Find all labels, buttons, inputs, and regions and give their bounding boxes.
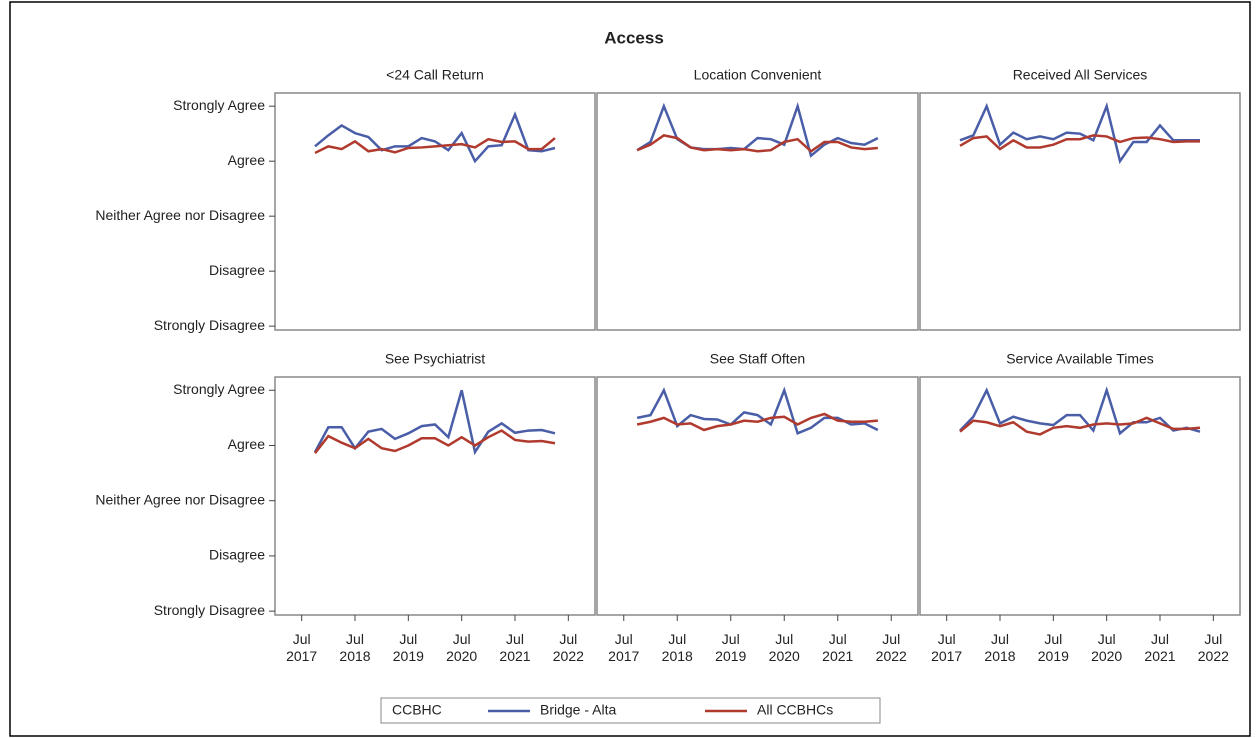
line: All CCBHCs bbox=[959, 134, 1200, 151]
x-tick-label: Jul 2021 bbox=[822, 631, 854, 664]
panel bbox=[919, 92, 1241, 331]
line: All CCBHCs bbox=[959, 416, 1201, 436]
y-tick-label: Disagree bbox=[209, 262, 265, 278]
line: Bridge - Alta bbox=[959, 102, 1200, 165]
x-tick-label: Jul 2019 bbox=[715, 631, 747, 664]
x-tick-label: Jul 2020 bbox=[768, 631, 800, 664]
panel bbox=[274, 92, 596, 331]
panel bbox=[596, 92, 919, 331]
line: All CCBHCs bbox=[636, 412, 878, 432]
legend-label: All CCBHCs bbox=[757, 702, 833, 718]
line: Bridge - Alta bbox=[636, 386, 879, 436]
x-tick-label: Jul 2021 bbox=[1144, 631, 1176, 664]
y-tick-label: Agree bbox=[228, 436, 266, 452]
x-tick-label: Jul 2021 bbox=[499, 631, 531, 664]
x-tick-label: Jul 2018 bbox=[984, 631, 1016, 664]
y-tick-label: Strongly Agree bbox=[173, 97, 265, 113]
line: Bridge - Alta bbox=[313, 389, 556, 456]
x-tick-label: Jul 2017 bbox=[931, 631, 963, 664]
y-tick-label: Strongly Disagree bbox=[154, 602, 265, 618]
legend-label: Bridge - Alta bbox=[540, 702, 616, 718]
panel bbox=[596, 376, 919, 616]
panel bbox=[919, 376, 1241, 616]
panel bbox=[274, 376, 596, 616]
frame bbox=[9, 1, 1251, 737]
x-tick-label: Jul 2019 bbox=[1037, 631, 1069, 664]
y-tick-label: Neither Agree nor Disagree bbox=[95, 207, 265, 223]
line: Bridge - Alta bbox=[959, 386, 1201, 436]
line: All CCBHCs bbox=[314, 137, 556, 155]
y-tick-label: Disagree bbox=[209, 547, 265, 563]
x-tick-label: Jul 2017 bbox=[286, 631, 318, 664]
y-tick-label: Agree bbox=[228, 152, 266, 168]
line: All CCBHCs bbox=[636, 134, 878, 153]
x-tick-label: Jul 2022 bbox=[552, 631, 584, 664]
panel-title: Service Available Times bbox=[1006, 351, 1154, 367]
chart-title: Access bbox=[604, 28, 664, 47]
panel-title: Location Convenient bbox=[694, 67, 822, 83]
panel-title: Received All Services bbox=[1013, 67, 1148, 83]
x-tick-label: Jul 2022 bbox=[1197, 631, 1229, 664]
line: All CCBHCs bbox=[314, 429, 556, 454]
y-tick-label: Neither Agree nor Disagree bbox=[95, 491, 265, 507]
x-tick-label: Jul 2018 bbox=[339, 631, 371, 664]
y-tick-label: Strongly Agree bbox=[173, 381, 265, 397]
x-tick-label: Jul 2022 bbox=[875, 631, 907, 664]
panel-title: See Psychiatrist bbox=[385, 351, 485, 367]
panel-title: See Staff Often bbox=[710, 351, 805, 367]
x-tick-label: Jul 2018 bbox=[661, 631, 693, 664]
x-tick-label: Jul 2019 bbox=[392, 631, 424, 664]
panel-title: <24 Call Return bbox=[386, 67, 484, 83]
x-tick-label: Jul 2020 bbox=[446, 631, 478, 664]
legend-box bbox=[380, 697, 881, 724]
line: Bridge - Alta bbox=[314, 111, 556, 164]
x-tick-label: Jul 2017 bbox=[608, 631, 640, 664]
y-tick-label: Strongly Disagree bbox=[154, 317, 265, 333]
x-tick-label: Jul 2020 bbox=[1091, 631, 1123, 664]
line: Bridge - Alta bbox=[636, 101, 879, 158]
legend-title: CCBHC bbox=[392, 702, 442, 718]
